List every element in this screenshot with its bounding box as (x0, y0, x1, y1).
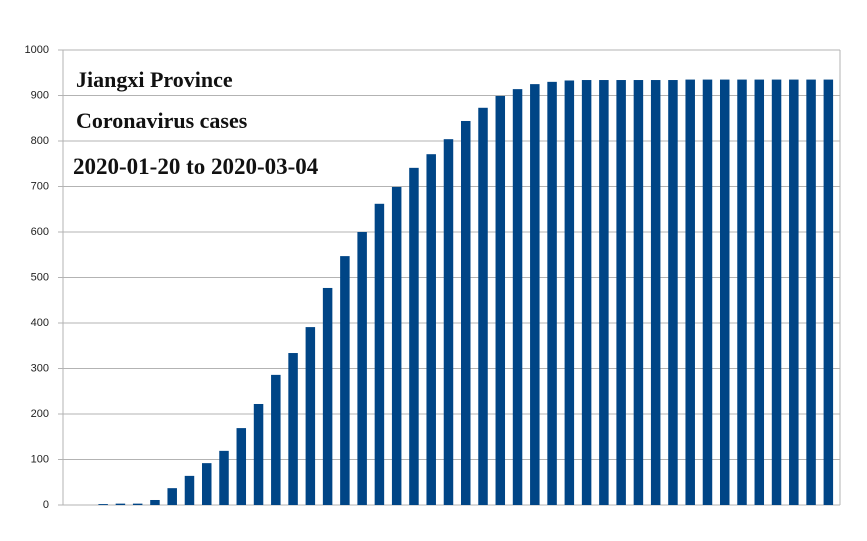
bar (702, 79, 713, 505)
bar (443, 139, 454, 505)
bar (771, 79, 782, 505)
bar (547, 81, 557, 505)
bar (374, 203, 385, 506)
bar (253, 403, 264, 505)
y-tick-label: 100 (31, 453, 49, 465)
y-tick-label: 300 (31, 362, 49, 374)
y-tick-label: 1000 (25, 44, 49, 56)
bar (719, 79, 730, 505)
bar (650, 80, 661, 505)
bar (564, 80, 575, 506)
bar (98, 504, 108, 505)
y-tick-label: 0 (43, 499, 49, 511)
bar (478, 107, 488, 505)
bar (685, 79, 695, 505)
y-tick-label: 700 (31, 180, 49, 192)
bar (167, 488, 177, 505)
bar (633, 80, 644, 505)
y-tick-label: 600 (31, 226, 49, 238)
bar (132, 503, 143, 505)
bar (599, 80, 609, 505)
y-tick-label: 400 (31, 317, 49, 329)
y-tick-label: 800 (31, 135, 49, 147)
y-tick-label: 500 (31, 271, 49, 283)
bar (288, 353, 298, 505)
bar (340, 256, 350, 505)
bar (322, 287, 333, 505)
bar (495, 95, 506, 505)
bar (823, 79, 834, 505)
chart-subtitle: Coronavirus cases (76, 108, 248, 133)
bar (150, 499, 160, 505)
bar (737, 79, 747, 505)
bar (391, 186, 402, 505)
bar (305, 327, 316, 505)
bar (219, 450, 229, 505)
bar (754, 79, 765, 505)
bar (201, 463, 212, 505)
bar (184, 475, 195, 505)
bar (115, 503, 126, 505)
bar (460, 120, 471, 505)
date-range: 2020-01-20 to 2020-03-04 (73, 154, 319, 179)
bar (236, 428, 247, 505)
bar (668, 80, 678, 505)
bar (806, 79, 816, 505)
bar (530, 84, 540, 505)
bar (426, 154, 436, 505)
bar (789, 79, 799, 505)
y-tick-label: 900 (31, 89, 49, 101)
chart-title: Jiangxi Province (76, 67, 233, 92)
bar (271, 374, 281, 505)
bar (616, 80, 626, 505)
bar (409, 167, 419, 505)
bar (581, 80, 592, 505)
bar (512, 89, 523, 505)
bar (357, 232, 367, 505)
y-tick-label: 200 (31, 408, 49, 420)
